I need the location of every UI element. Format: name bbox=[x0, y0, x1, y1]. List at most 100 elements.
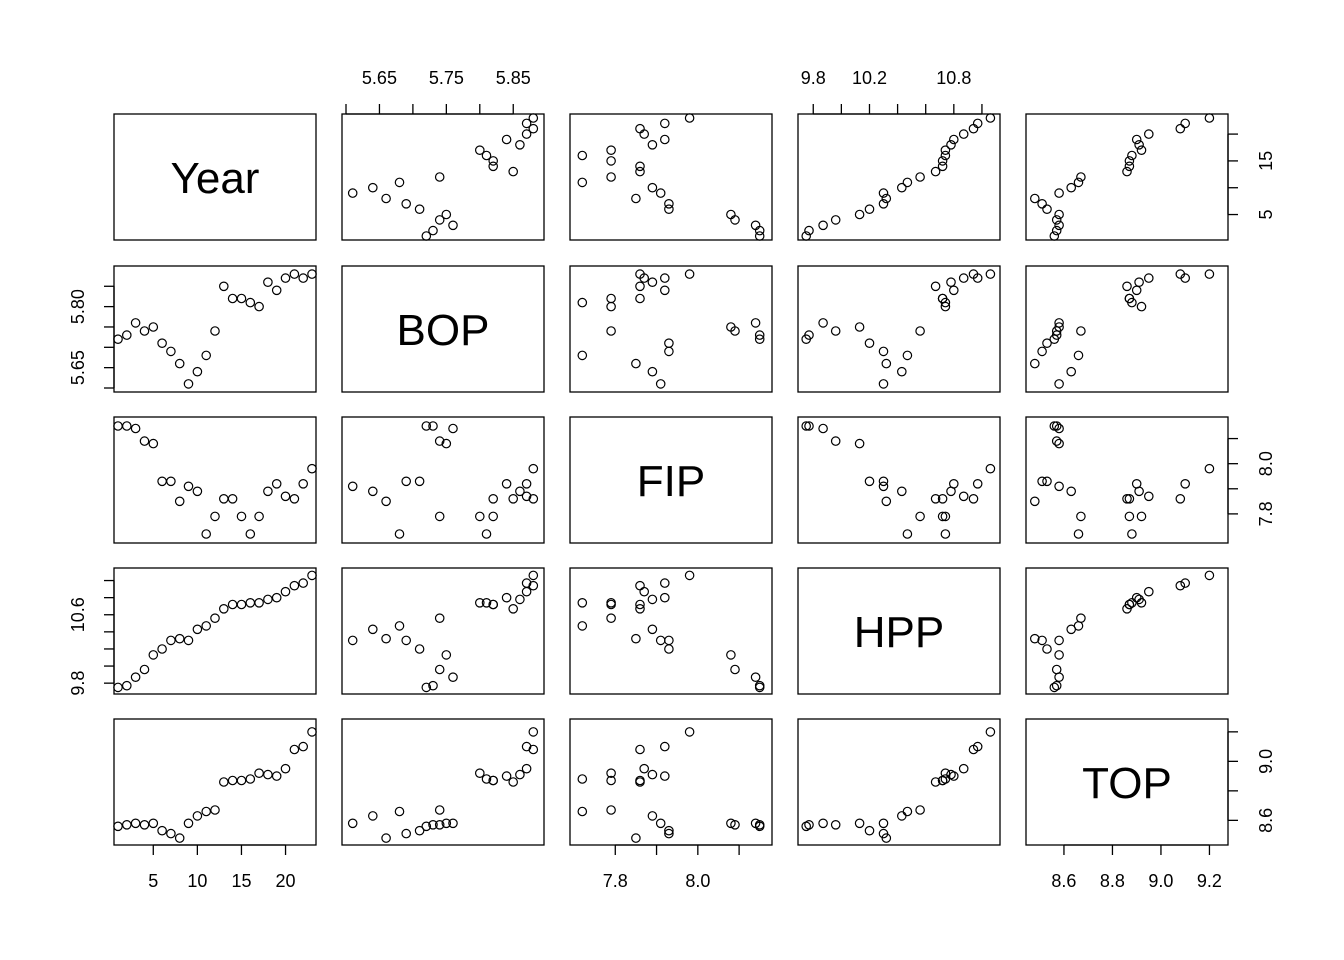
data-point bbox=[1042, 338, 1052, 348]
data-point bbox=[347, 818, 358, 829]
data-point bbox=[1127, 150, 1137, 161]
data-point bbox=[434, 511, 445, 522]
data-point bbox=[915, 326, 925, 336]
bottom-axis-top: 8.6 8.8 9.0 9.2 bbox=[1051, 844, 1222, 891]
data-point bbox=[307, 727, 317, 737]
data-point bbox=[192, 624, 203, 635]
data-point bbox=[1076, 613, 1086, 623]
panel-frame bbox=[797, 265, 1001, 393]
tick-label: 5.80 bbox=[68, 289, 88, 324]
data-point bbox=[1122, 493, 1132, 504]
data-point bbox=[730, 664, 740, 675]
data-point bbox=[902, 806, 913, 817]
data-point bbox=[878, 199, 889, 209]
data-point bbox=[1180, 273, 1190, 283]
data-point bbox=[577, 150, 588, 161]
data-point bbox=[655, 635, 666, 646]
data-point bbox=[1051, 421, 1062, 431]
tick-label: 5.75 bbox=[429, 68, 464, 88]
data-point bbox=[508, 777, 518, 787]
panel-frame bbox=[797, 567, 1001, 695]
panel-fip-vs-top bbox=[1025, 416, 1229, 544]
data-point bbox=[968, 123, 979, 134]
data-point bbox=[730, 819, 740, 830]
data-point bbox=[122, 819, 132, 830]
data-point bbox=[946, 140, 956, 150]
data-point bbox=[937, 156, 948, 166]
data-point bbox=[414, 825, 425, 836]
panel-hpp-vs-year bbox=[113, 567, 317, 695]
data-point bbox=[801, 231, 811, 241]
data-point bbox=[985, 463, 996, 474]
data-point bbox=[635, 269, 645, 279]
data-point bbox=[1051, 215, 1062, 225]
data-point bbox=[659, 118, 670, 129]
data-point bbox=[818, 423, 828, 434]
data-point bbox=[1037, 476, 1047, 487]
data-point bbox=[606, 768, 616, 778]
data-point bbox=[930, 281, 941, 292]
data-point bbox=[726, 818, 736, 829]
data-point bbox=[298, 273, 308, 283]
data-point bbox=[528, 580, 539, 591]
data-point bbox=[434, 172, 445, 182]
data-point bbox=[818, 318, 828, 328]
data-point bbox=[937, 161, 948, 172]
panel-frame bbox=[1025, 567, 1229, 695]
data-point bbox=[1049, 421, 1060, 431]
data-point bbox=[183, 481, 194, 492]
data-point bbox=[428, 819, 438, 830]
data-point bbox=[227, 599, 238, 610]
data-point bbox=[414, 204, 425, 214]
data-point bbox=[940, 768, 951, 778]
data-point bbox=[946, 277, 956, 287]
data-point bbox=[1124, 156, 1135, 166]
data-point bbox=[881, 833, 892, 843]
data-point bbox=[896, 811, 907, 821]
data-point bbox=[830, 819, 841, 830]
data-point bbox=[307, 570, 317, 581]
data-point bbox=[245, 597, 256, 608]
data-point bbox=[414, 644, 425, 654]
data-point bbox=[201, 806, 211, 817]
data-point bbox=[577, 350, 588, 361]
data-point bbox=[1042, 204, 1052, 214]
data-point bbox=[166, 828, 176, 839]
data-point bbox=[726, 209, 736, 220]
tick-label: 5.65 bbox=[362, 68, 397, 88]
data-point bbox=[501, 592, 512, 603]
data-point bbox=[130, 818, 141, 829]
data-point bbox=[1054, 438, 1064, 449]
data-point bbox=[219, 493, 229, 504]
data-point bbox=[1073, 350, 1084, 361]
data-point bbox=[878, 379, 889, 389]
data-point bbox=[289, 744, 300, 755]
data-point bbox=[263, 486, 273, 497]
data-point bbox=[1054, 220, 1064, 231]
data-point bbox=[122, 421, 132, 431]
data-point bbox=[577, 597, 588, 608]
data-point bbox=[606, 775, 616, 786]
data-point bbox=[937, 511, 948, 522]
data-point bbox=[1124, 493, 1135, 504]
data-point bbox=[635, 281, 645, 292]
panel-frame bbox=[113, 265, 317, 393]
data-point bbox=[113, 682, 123, 693]
data-point bbox=[528, 570, 539, 581]
left-axis-hpp: 9.8 10.6 bbox=[68, 579, 115, 696]
panel-bop-vs-hpp bbox=[797, 265, 1001, 393]
data-point bbox=[750, 318, 761, 328]
data-point bbox=[280, 273, 291, 283]
data-point bbox=[515, 486, 525, 497]
data-point bbox=[508, 166, 518, 177]
data-point bbox=[139, 664, 150, 675]
data-point bbox=[219, 777, 229, 787]
data-point bbox=[192, 811, 203, 821]
data-point bbox=[631, 833, 641, 843]
data-point bbox=[488, 161, 498, 172]
panel-frame bbox=[113, 416, 317, 544]
tick-label: 9.8 bbox=[801, 68, 826, 88]
data-point bbox=[236, 775, 247, 786]
tick-label: 7.8 bbox=[603, 871, 628, 891]
data-point bbox=[750, 672, 761, 682]
